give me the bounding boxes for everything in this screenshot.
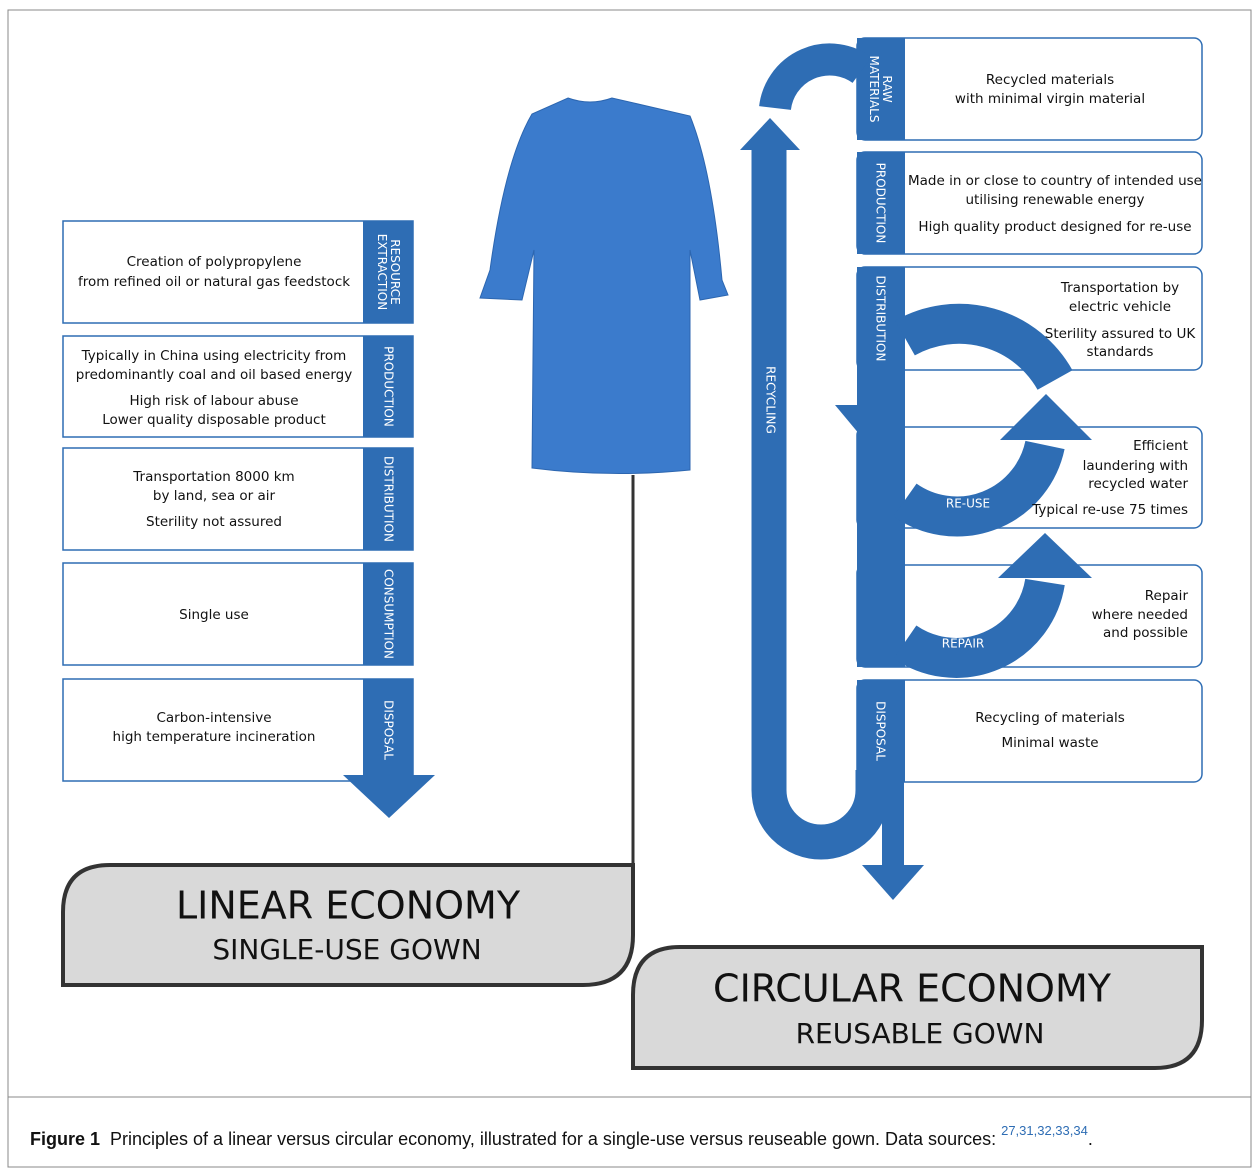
stage-text: Lower quality disposable product xyxy=(102,412,326,428)
stage-label: DISPOSAL xyxy=(874,701,888,761)
stage-text: Typically in China using electricity fro… xyxy=(81,348,347,364)
figure: RESOURCEEXTRACTION Creation of polypropyl… xyxy=(0,0,1253,1169)
stage-label: CONSUMPTION xyxy=(382,569,396,659)
stage-text: Transportation by xyxy=(1060,280,1179,296)
stage-text: Recycling of materials xyxy=(975,710,1125,726)
stage-text: electric vehicle xyxy=(1069,299,1171,315)
stage-text: standards xyxy=(1087,344,1154,360)
stage-box xyxy=(63,221,413,323)
caption-refs: 27,31,32,33,34 xyxy=(1001,1123,1088,1138)
stage-text: High quality product designed for re-use xyxy=(918,219,1191,235)
stage-label: DISTRIBUTION xyxy=(874,276,888,362)
loop-label: RECYCLING xyxy=(764,366,778,434)
stage-label: RE-USE xyxy=(946,497,990,511)
stage-text: High risk of labour abuse xyxy=(129,393,298,409)
stage-label: EXTRACTION xyxy=(375,234,389,310)
linear-subtitle: SINGLE-USE GOWN xyxy=(212,933,481,966)
stage-text: Recycled materials xyxy=(986,72,1114,88)
stage-box xyxy=(857,38,1202,140)
stage-text: Minimal waste xyxy=(1001,735,1098,751)
stage-label: DISPOSAL xyxy=(382,700,396,760)
stage-text: Typical re-use 75 times xyxy=(1031,502,1188,518)
stage-text: Made in or close to country of intended … xyxy=(908,173,1202,189)
linear-title: LINEAR ECONOMY xyxy=(176,884,521,928)
stage-text: recycled water xyxy=(1088,476,1188,492)
stage-label: DISTRIBUTION xyxy=(382,456,396,542)
stage-text: Creation of polypropylene xyxy=(127,254,302,270)
stage-text: high temperature incineration xyxy=(113,729,316,745)
stage-label: RAW xyxy=(880,75,894,102)
circular-title: CIRCULAR ECONOMY xyxy=(713,967,1112,1011)
stage-text: from refined oil or natural gas feedstoc… xyxy=(78,274,350,290)
stage-text: Single use xyxy=(179,607,249,623)
caption-text: Principles of a linear versus circular e… xyxy=(110,1129,996,1149)
circular-subtitle: REUSABLE GOWN xyxy=(796,1017,1045,1050)
stage-text: laundering with xyxy=(1083,458,1188,474)
stage-text: with minimal virgin material xyxy=(955,91,1145,107)
stage-text: Carbon-intensive xyxy=(156,710,271,726)
caption-end: . xyxy=(1088,1129,1093,1149)
stage-text: Transportation 8000 km xyxy=(132,469,294,485)
stage-label: RESOURCE xyxy=(388,239,402,304)
stage-box xyxy=(857,680,1202,782)
stage-text: Sterility not assured xyxy=(146,514,282,530)
arrow-head xyxy=(343,775,435,818)
stage-text: Sterility assured to UK xyxy=(1045,326,1197,342)
stage-text: by land, sea or air xyxy=(153,488,276,504)
caption: Figure 1 Principles of a linear versus ci… xyxy=(30,1123,1093,1148)
stage-text: Efficient xyxy=(1133,438,1188,454)
stage-label: PRODUCTION xyxy=(382,346,396,427)
stage-text: utilising renewable energy xyxy=(966,192,1145,208)
stage-text: and possible xyxy=(1103,625,1188,641)
caption-label: Figure 1 xyxy=(30,1129,100,1149)
stage-label: MATERIALS xyxy=(867,56,881,123)
stage-text: where needed xyxy=(1092,607,1188,623)
stage-text: Repair xyxy=(1145,588,1189,604)
stage-label: PRODUCTION xyxy=(874,163,888,244)
gown xyxy=(480,98,728,474)
stage-label: REPAIR xyxy=(942,637,984,651)
stage-text: predominantly coal and oil based energy xyxy=(76,367,352,383)
